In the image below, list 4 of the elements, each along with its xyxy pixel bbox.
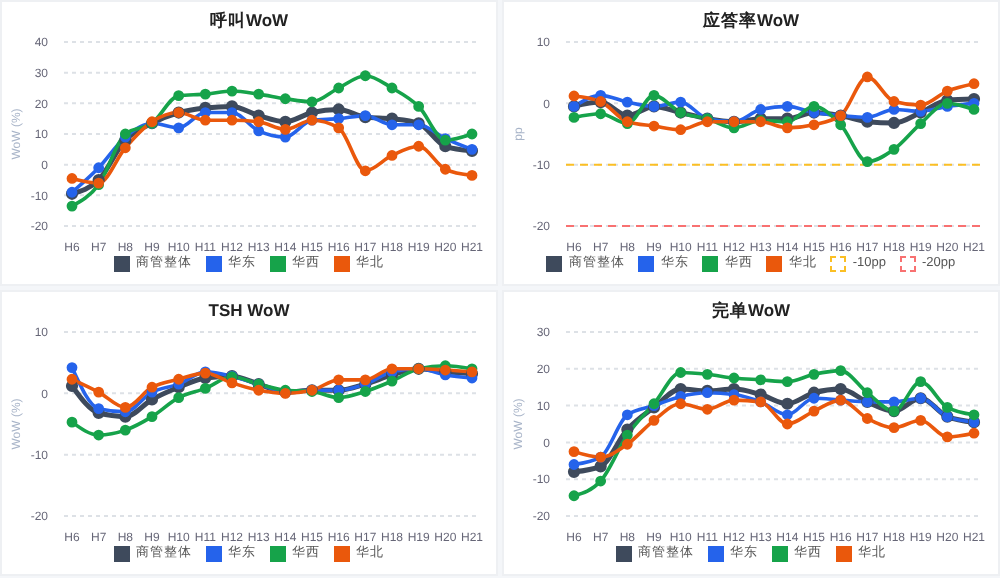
chart-title: 应答率WoW xyxy=(702,10,800,34)
chart-title: TSH WoW xyxy=(208,300,290,324)
chart-title: 呼叫WoW xyxy=(209,10,289,34)
chart-title: 完单WoW xyxy=(711,300,791,324)
